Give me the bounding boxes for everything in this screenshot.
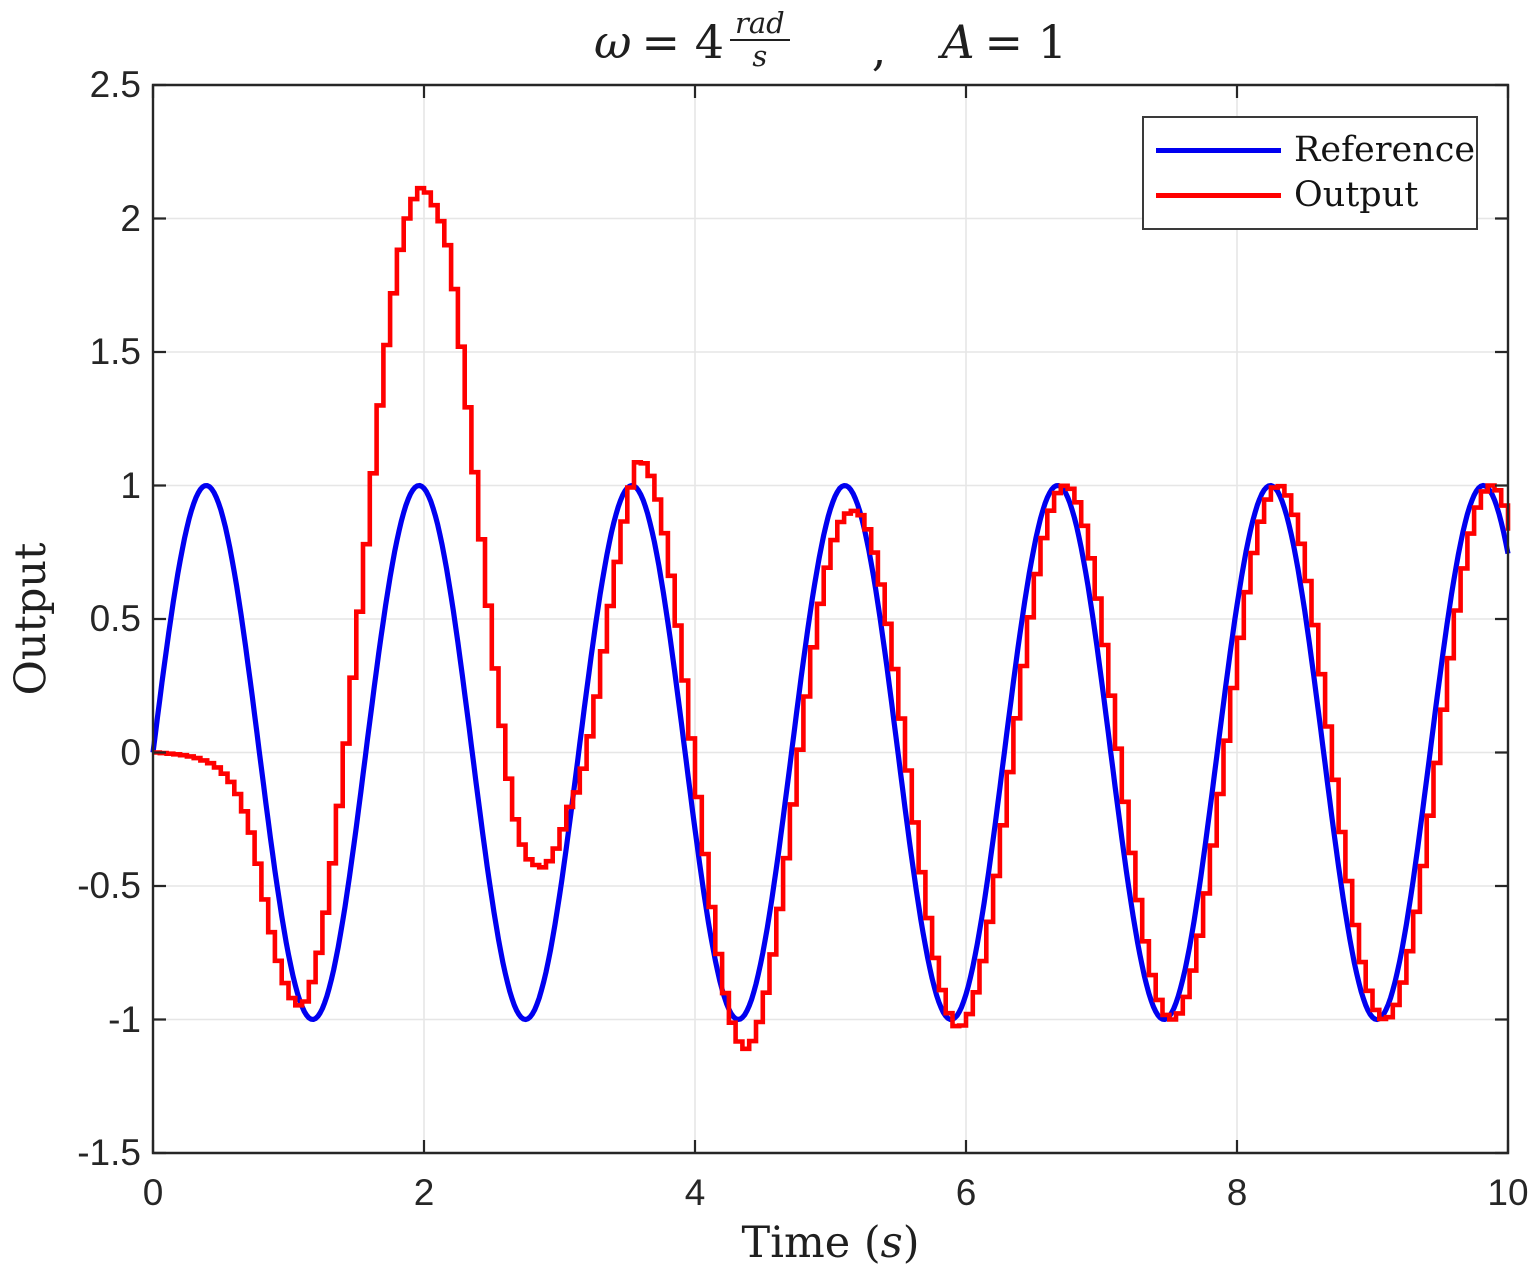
title-unit-fraction: rad s: [729, 7, 790, 73]
output-line: [153, 185, 1511, 1052]
title-separator: ,: [871, 22, 887, 76]
y-tick-label: 0.5: [89, 598, 141, 639]
legend-label-reference: Reference: [1294, 129, 1476, 170]
x-tick-label: 4: [684, 1172, 706, 1213]
x-axis-label-prefix: Time (: [741, 1218, 881, 1268]
y-tick-label: -1: [108, 998, 141, 1040]
legend-item-output: Output: [1156, 178, 1464, 213]
axis-box: [151, 83, 1510, 1155]
y-tick-label: 2: [120, 197, 141, 239]
chart-title: ω = 4 rad s , A = 1: [153, 2, 1508, 82]
title-omega-equals: = 4: [641, 15, 724, 69]
y-tick-label: 1: [120, 464, 141, 506]
x-tick-label: 10: [1487, 1172, 1529, 1213]
title-amplitude-symbol: A: [941, 15, 975, 69]
y-tick-label: 0: [120, 731, 141, 773]
title-omega-symbol: ω: [594, 15, 632, 69]
x-tick-label: 8: [1226, 1172, 1248, 1213]
title-amplitude-equals: = 1: [984, 15, 1067, 69]
x-axis-label-variable: s: [880, 1218, 903, 1268]
x-axis-label-suffix: ): [902, 1218, 920, 1268]
output-line-swatch: [1156, 193, 1281, 199]
reference-line-swatch: [1156, 147, 1281, 153]
legend-box: Reference Output: [1142, 116, 1478, 230]
title-unit-denominator: s: [752, 39, 768, 73]
legend-item-reference: Reference: [1156, 132, 1475, 168]
x-axis-label: Time (s): [153, 1218, 1508, 1268]
x-tick-label: 2: [413, 1172, 435, 1213]
y-tick-label: -0.5: [77, 865, 141, 906]
title-unit-numerator: rad: [729, 7, 790, 41]
reference-line: [150, 482, 1511, 1023]
legend-label-output: Output: [1294, 175, 1419, 216]
x-tick-label: 0: [142, 1172, 164, 1213]
x-tick-label: 6: [955, 1172, 977, 1213]
y-tick-label: -1.5: [77, 1132, 141, 1173]
y-tick-label: 2.5: [89, 64, 141, 105]
y-tick-label: 1.5: [89, 331, 141, 372]
